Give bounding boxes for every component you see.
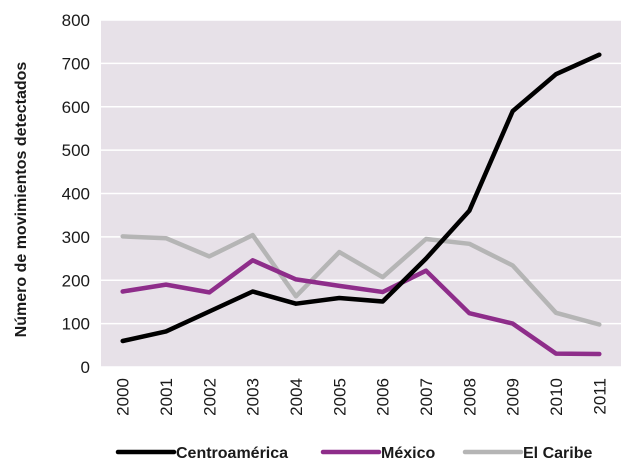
x-tick-label: 2002: [200, 378, 219, 416]
y-tick-label: 700: [62, 54, 90, 73]
x-tick-label: 2006: [374, 378, 393, 416]
series-line-m-xico: [120, 258, 602, 357]
y-tick-label: 600: [62, 98, 90, 117]
x-tick-label: 2011: [590, 378, 609, 415]
legend-label: El Caribe: [523, 445, 592, 462]
y-tick-label: 300: [62, 228, 90, 247]
series-line-centroam-rica: [120, 52, 602, 344]
series-lines: [120, 52, 602, 357]
y-tick-label: 200: [62, 271, 90, 290]
x-tick-label: 2001: [157, 378, 176, 416]
legend-label: Centroamérica: [176, 445, 288, 462]
y-tick-label: 100: [62, 315, 90, 334]
y-tick-label: 800: [62, 11, 90, 30]
x-tick-label: 2000: [114, 378, 133, 416]
series-line-el-caribe: [120, 232, 602, 327]
x-tick-label: 2007: [417, 378, 436, 416]
y-tick-label: 0: [81, 358, 90, 377]
x-tick-label: 2008: [460, 378, 479, 416]
x-axis-ticks: 2000 2001 2002 2003 2004 2005 2006 2007 2008 2009…: [114, 378, 610, 416]
y-tick-label: 500: [62, 141, 90, 160]
x-tick-label: 2003: [244, 378, 263, 416]
y-tick-label: 400: [62, 185, 90, 204]
x-tick-label: 2005: [330, 378, 349, 416]
x-tick-label: 2010: [547, 378, 566, 416]
x-tick-label: 2004: [287, 378, 306, 416]
legend-label: México: [381, 445, 435, 462]
x-tick-label: 2009: [504, 378, 523, 416]
gridlines: [101, 19, 621, 368]
y-axis-label: Número de movimientos detectados: [13, 62, 30, 338]
legend: Centroamérica México El Caribe: [115, 445, 592, 462]
y-axis-ticks: 0 100 200 300 400 500 600 700 800: [62, 11, 90, 377]
